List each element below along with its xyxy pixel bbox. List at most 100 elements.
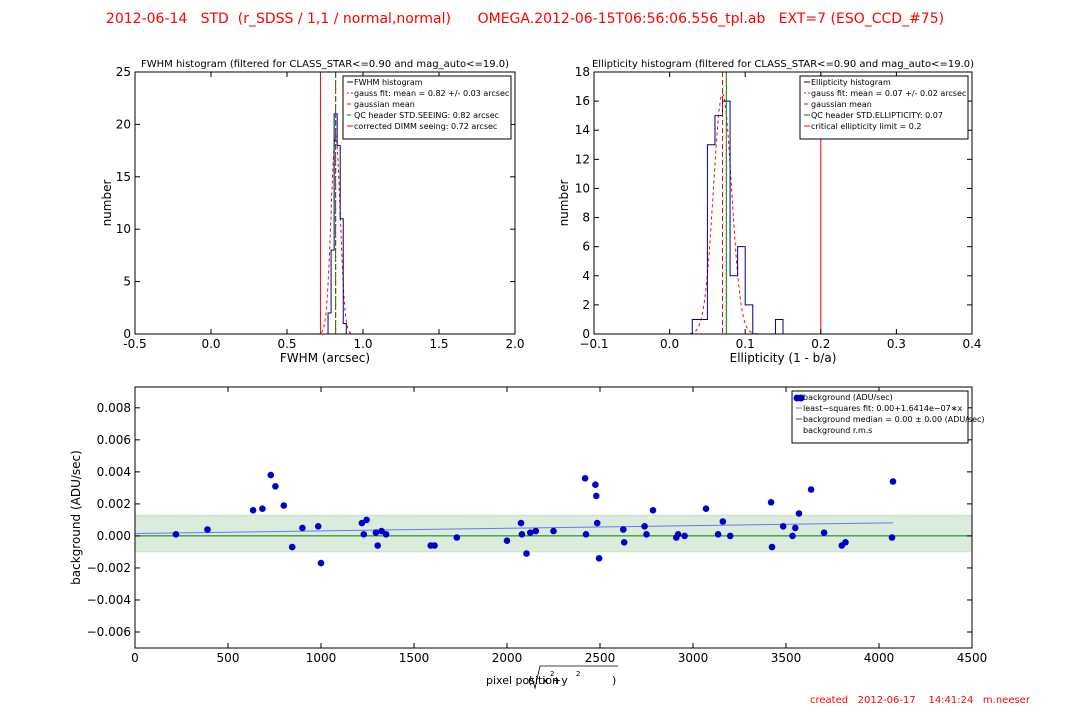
x-tick-label: 0.5 (277, 337, 296, 351)
background-data-point (820, 529, 828, 536)
background-data-point (593, 492, 600, 500)
ellipticity-histogram (691, 100, 784, 335)
background-legend-marker (797, 394, 805, 402)
background-legend (791, 390, 969, 444)
background-data-point (372, 529, 380, 536)
fwhm-legend-entry: FWHM histogram (354, 78, 423, 87)
x-tick-label: 2000 (492, 651, 523, 665)
x-tick-label: 2500 (585, 651, 616, 665)
background-data-point (792, 524, 799, 532)
background-data-point (889, 478, 897, 485)
x-tick-label: 0 (131, 651, 139, 665)
ellipticity-y-axis-label: number (557, 180, 571, 227)
background-data-point (299, 524, 306, 532)
fwhm-axes-frame (134, 71, 516, 335)
ellipticity-legend (799, 75, 969, 140)
background-data-point (779, 523, 787, 530)
background-data-point (204, 526, 211, 533)
ellipticity-legend-entry: gaussian mean (811, 100, 872, 109)
background-data-point (382, 531, 390, 538)
y-tick-label: 20 (116, 117, 131, 131)
background-data-point (453, 534, 461, 541)
x-tick-label: -0.5 (123, 337, 146, 351)
background-data-point (789, 532, 796, 540)
background-x-axis-label: pixel position (486, 674, 559, 687)
background-data-point (518, 531, 526, 538)
background-data-point (593, 519, 601, 527)
background-data-point (503, 537, 511, 544)
fwhm-legend-entry: gaussian mean (354, 100, 415, 109)
fwhm-histogram (327, 113, 347, 334)
ellipticity-chart-title: Ellipticity histogram (filtered for CLAS… (592, 59, 974, 70)
sqrt-paren-close: ) (612, 674, 616, 687)
x-tick-label: 0.3 (887, 337, 906, 351)
background-data-point (358, 519, 366, 527)
fwhm-legend-entry: corrected DIMM seeing: 0.72 arcsec (354, 122, 497, 131)
background-data-point (523, 550, 530, 557)
background-data-point (259, 505, 266, 512)
sqrt-exponent-y: 2 (576, 670, 580, 678)
y-tick-label: 2 (582, 298, 590, 312)
x-tick-label: 1.0 (353, 337, 372, 351)
created-footer: created 2012-06-17 14:41:24 m.neeser (810, 695, 1030, 706)
x-tick-label: 0.2 (811, 337, 830, 351)
background-y-axis-label: background (ADU/sec) (69, 450, 83, 585)
x-tick-label: 0.1 (736, 337, 755, 351)
sqrt-sign-icon (528, 665, 618, 690)
background-data-point (378, 527, 385, 535)
background-data-point (674, 531, 682, 538)
x-tick-label: 0.0 (201, 337, 220, 351)
fwhm-y-axis-label: number (100, 180, 114, 227)
y-tick-label: 5 (123, 275, 131, 289)
background-data-point (314, 523, 322, 530)
background-data-point (681, 532, 688, 540)
background-data-point (582, 531, 590, 538)
background-data-point (795, 510, 803, 517)
fwhm-x-axis-label: FWHM (arcsec) (280, 351, 370, 365)
background-data-point (807, 486, 815, 493)
y-tick-label: 10 (575, 181, 590, 195)
background-data-point (595, 555, 603, 562)
x-tick-label: 2.0 (505, 337, 524, 351)
background-data-point (620, 539, 628, 546)
y-tick-label: 10 (116, 222, 131, 236)
y-tick-label: 15 (116, 170, 131, 184)
background-legend-entry: background median = 0.00 ± 0.00 (ADU/sec… (803, 415, 985, 424)
background-data-point (702, 505, 710, 512)
background-data-point (649, 507, 657, 514)
background-legend-entry: background r.m.s (803, 426, 872, 435)
background-data-point (374, 542, 382, 549)
background-legend-entry: least−squares fit: 0.00+1.6414e−07∗x (803, 404, 962, 413)
fwhm-legend-entry: QC header STD.SEEING: 0.82 arcsec (354, 111, 499, 120)
sqrt-exponent-x: 2 (550, 670, 554, 678)
y-tick-label: 0.000 (97, 529, 131, 543)
background-data-point (592, 481, 599, 489)
ellipticity-legend-entry: QC header STD.ELLIPTICITY: 0.07 (811, 111, 943, 120)
background-data-point (719, 518, 727, 525)
background-data-point (249, 507, 257, 514)
y-tick-label: 12 (575, 152, 590, 166)
background-legend-entry: background (ADU/sec) (803, 393, 893, 402)
background-data-point (280, 502, 288, 509)
y-tick-label: 14 (575, 123, 590, 137)
x-tick-label: 4000 (864, 651, 895, 665)
x-tick-label: −0.1 (579, 337, 608, 351)
x-tick-label: 3000 (678, 651, 709, 665)
background-data-point (550, 527, 557, 535)
sqrt-paren-open: ( (528, 674, 532, 687)
background-axes-frame (134, 386, 973, 649)
x-tick-label: 4500 (957, 651, 988, 665)
y-tick-label: 25 (116, 65, 131, 79)
y-tick-label: −0.002 (87, 561, 131, 575)
x-tick-label: 1.5 (429, 337, 448, 351)
y-tick-label: 0.008 (97, 401, 131, 415)
background-data-point (641, 523, 648, 530)
y-tick-label: 0 (582, 327, 590, 341)
y-tick-label: 8 (582, 211, 590, 225)
y-tick-label: −0.006 (87, 625, 131, 639)
x-tick-label: 3500 (771, 651, 802, 665)
x-tick-label: 1500 (399, 651, 430, 665)
y-tick-label: 0.004 (97, 465, 131, 479)
background-data-point (267, 471, 275, 479)
background-data-point (532, 527, 540, 535)
